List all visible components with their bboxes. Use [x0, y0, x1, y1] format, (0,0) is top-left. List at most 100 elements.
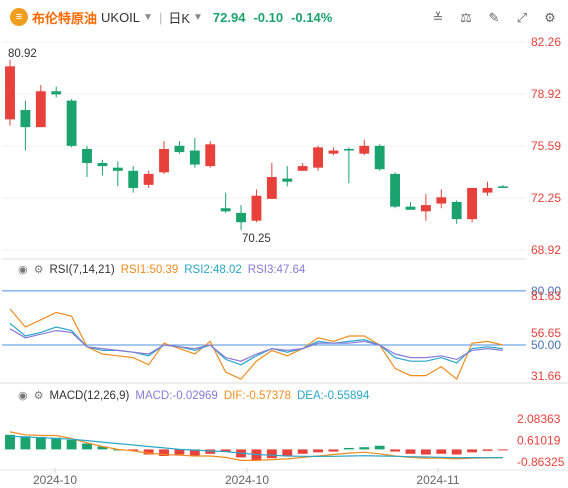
macd-bar: [328, 449, 339, 452]
y-tick-label: 56.65: [531, 326, 561, 340]
macd-line-dea: [9, 435, 503, 459]
candle-body: [35, 91, 46, 128]
eye-icon[interactable]: ◉: [18, 264, 28, 276]
candle-body: [82, 148, 92, 163]
macd-bar: [82, 443, 92, 450]
timeframe-selector[interactable]: 日K ▼: [168, 8, 203, 27]
rsi2-value: RSI2:48.02: [184, 263, 242, 276]
candle-body: [174, 145, 185, 153]
rsi-reference-label: 80.00: [531, 284, 561, 298]
candle-body: [51, 91, 62, 95]
candle-body: [328, 150, 339, 154]
macd-bar: [97, 446, 108, 450]
gear-icon[interactable]: ⚙: [33, 390, 44, 402]
macd-bar: [205, 449, 216, 454]
candle-body: [143, 173, 154, 185]
candle-body: [405, 206, 416, 210]
divider: |: [158, 9, 163, 25]
y-tick-label: 78.92: [531, 87, 561, 101]
toolbar: ≚ ⚖ ✎ ⤢ ⚙: [428, 8, 560, 28]
candle-body: [128, 170, 139, 188]
candle-body: [451, 201, 462, 220]
rsi-line-rsi1: [9, 308, 504, 381]
chevron-down-icon: ▼: [193, 11, 203, 23]
macd-title: MACD(12,26,9): [49, 389, 130, 402]
candle-body: [343, 148, 354, 151]
rsi-line-rsi3: [9, 328, 503, 362]
candle-body: [390, 173, 401, 207]
rsi-chart[interactable]: 80.00 50.00 81.63 56.65 31.66: [0, 260, 568, 384]
candle-body: [251, 195, 262, 221]
dea-value: DEA:-0.55894: [296, 389, 370, 402]
y-tick-label: 31.66: [531, 369, 561, 383]
symbol-code: UKOIL: [101, 9, 141, 25]
rsi1-value: RSI1:50.39: [120, 263, 179, 276]
x-tick-label: 2024-10: [33, 473, 77, 487]
settings-icon[interactable]: ⚙: [544, 10, 556, 25]
macd-chart[interactable]: 2.08363 0.61019 -0.86325 2024-10 2024-10 2024…: [0, 384, 568, 488]
macd-line-dif: [9, 431, 503, 462]
candle-body: [282, 178, 293, 182]
macd-bar: [343, 447, 354, 450]
macd-bar: [159, 449, 169, 456]
macd-bar: [390, 449, 401, 452]
y-tick-label: 2.08363: [517, 412, 561, 426]
candle-body: [236, 212, 246, 223]
candle-body: [266, 177, 277, 199]
macd-value: MACD:-0.02969: [135, 389, 218, 402]
candle-body: [482, 187, 493, 193]
fullscreen-icon[interactable]: ⤢: [516, 10, 528, 25]
eye-icon[interactable]: ◉: [18, 390, 28, 402]
symbol-selector[interactable]: ≡ 布伦特原油 UKOIL ▼: [10, 8, 153, 27]
price-change-percent: -0.14%: [291, 9, 333, 25]
candle-body: [313, 147, 323, 168]
candle-body: [189, 150, 200, 165]
rsi-reference-label: 50.00: [531, 338, 561, 352]
rsi-title: RSI(7,14,21): [49, 263, 115, 276]
candle-body: [97, 162, 108, 167]
macd-bar: [451, 449, 462, 455]
macd-bar: [497, 449, 508, 451]
y-tick-label: -0.86325: [517, 455, 565, 469]
y-tick-label: 0.61019: [517, 433, 561, 447]
price-chart[interactable]: 82.26 78.92 75.59 72.25 68.92: [0, 34, 568, 260]
macd-bar: [266, 449, 277, 459]
indicator-icon[interactable]: ≚: [432, 10, 444, 25]
candle-body: [374, 145, 385, 170]
macd-bar: [51, 437, 62, 450]
macd-bar: [359, 447, 370, 450]
chart-header: ≡ 布伦特原油 UKOIL ▼ | 日K ▼ 72.94 -0.10 -0.14…: [0, 0, 568, 34]
macd-bar: [313, 449, 323, 453]
macd-bar: [436, 449, 447, 454]
macd-bar: [482, 449, 493, 451]
macd-bar: [405, 449, 416, 454]
candle-body: [112, 167, 123, 171]
y-tick-label: 68.92: [531, 243, 561, 257]
candle-body: [420, 205, 431, 212]
macd-bar: [20, 436, 31, 450]
dif-value: DIF:-0.57378: [223, 389, 291, 402]
candle-body: [497, 186, 508, 188]
timeframe-label: 日K: [168, 10, 190, 26]
draw-icon[interactable]: ✎: [488, 10, 500, 25]
chevron-down-icon[interactable]: ▼: [143, 11, 153, 23]
macd-bar: [467, 449, 478, 453]
macd-bar: [220, 449, 231, 452]
candle-body: [436, 197, 447, 204]
y-tick-label: 82.26: [531, 35, 561, 49]
candle-body: [220, 208, 231, 212]
symbol-name: 布伦特原油: [32, 10, 98, 26]
candle-body: [5, 66, 15, 120]
rsi-legend: ◉ ⚙ RSI(7,14,21) RSI1:50.39 RSI2:48.02 R…: [18, 263, 305, 277]
macd-bar: [374, 445, 385, 450]
min-price-label: 70.25: [242, 233, 271, 245]
candle-body: [467, 187, 478, 220]
chart-background: [0, 34, 568, 260]
macd-bar: [282, 449, 293, 456]
y-tick-label: 75.59: [531, 139, 561, 153]
gear-icon[interactable]: ⚙: [33, 264, 44, 276]
macd-bar: [143, 449, 154, 455]
macd-bar: [174, 449, 185, 455]
balance-icon[interactable]: ⚖: [460, 10, 472, 25]
x-tick-label: 2024-10: [225, 473, 269, 487]
